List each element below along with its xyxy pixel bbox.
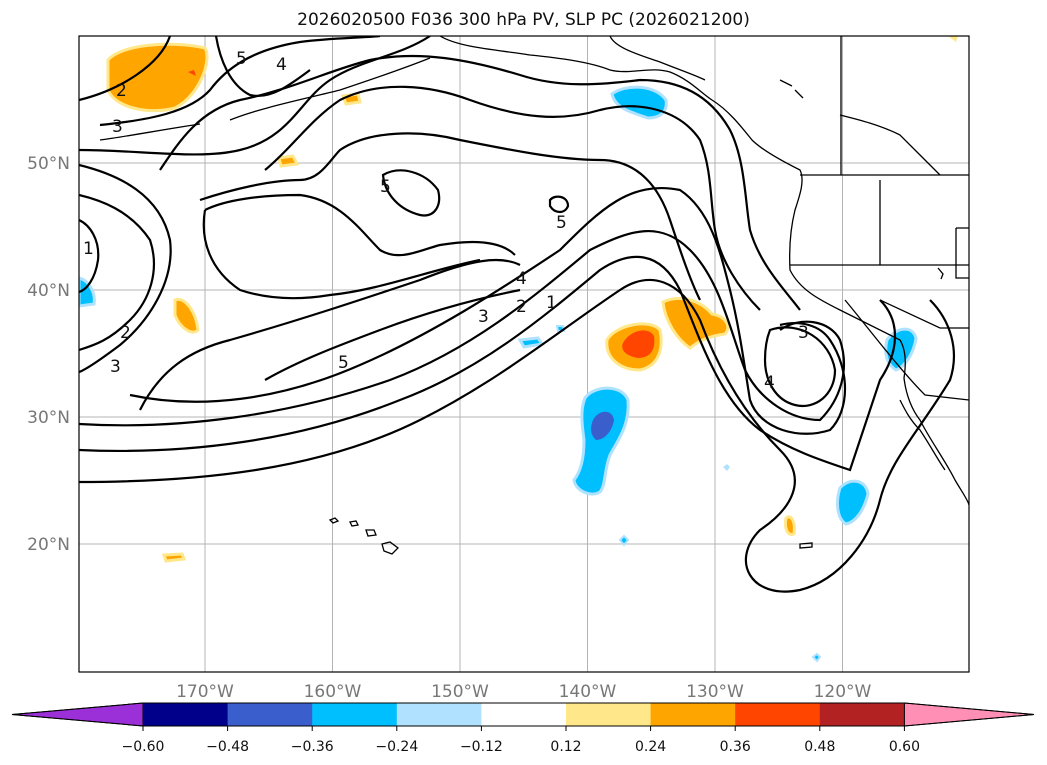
contour-label: 3 xyxy=(798,323,809,343)
lat-label: 20°N xyxy=(27,535,70,555)
colorbar-tick-label: −0.24 xyxy=(375,739,418,755)
lon-label: 150°W xyxy=(431,682,489,702)
lon-label: 130°W xyxy=(686,682,744,702)
colorbar-segment xyxy=(396,703,482,726)
slp-contour xyxy=(79,163,172,374)
pv-positive-region xyxy=(784,515,796,536)
colorbar-tick-label: 0.48 xyxy=(804,739,835,755)
lon-label: 170°W xyxy=(176,682,234,702)
contour-label: 5 xyxy=(236,49,247,69)
lat-label: 40°N xyxy=(27,281,70,301)
contour-label: 4 xyxy=(764,373,775,393)
colorbar-tick-label: 0.60 xyxy=(889,739,920,755)
slp-contour xyxy=(763,326,837,408)
pv-negative-region xyxy=(79,276,96,308)
slp-contour xyxy=(79,278,955,593)
colorbar-segment xyxy=(566,703,652,726)
slp-contour xyxy=(79,36,172,102)
lon-label: 120°W xyxy=(814,682,872,702)
contour-label: 3 xyxy=(112,117,123,137)
slp-contour xyxy=(548,195,570,214)
pv-positive-region xyxy=(277,154,300,168)
pv-negative-region xyxy=(517,336,545,349)
lon-label: 160°W xyxy=(304,682,362,702)
colorbar-tick-label: −0.36 xyxy=(291,739,334,755)
colorbar-segment xyxy=(143,703,229,726)
pv-positive-region xyxy=(948,36,958,42)
colorbar: −0.60 −0.48 −0.36 −0.24 −0.12 0.12 0.24 0.36 0.4… xyxy=(11,702,1035,755)
longitude-labels: 170°W 160°W 150°W 140°W 130°W 120°W xyxy=(176,682,871,702)
contour-label: 2 xyxy=(120,323,131,343)
pv-shading xyxy=(79,36,958,663)
contour-label: 4 xyxy=(516,269,527,289)
colorbar-extend-low xyxy=(11,702,144,727)
colorbar-segment xyxy=(735,703,821,726)
colorbar-extend-high xyxy=(903,702,1035,727)
islands xyxy=(328,79,944,555)
slp-contour xyxy=(204,193,516,257)
contour-label: 3 xyxy=(478,307,489,327)
colorbar-tick-label: −0.48 xyxy=(206,739,249,755)
contour-label: 2 xyxy=(516,297,527,317)
slp-contour xyxy=(79,255,897,472)
pv-negative-region xyxy=(572,386,630,496)
slp-contour xyxy=(129,187,846,435)
map-area xyxy=(79,36,969,672)
contour-label: 1 xyxy=(83,239,94,259)
coastlines xyxy=(99,36,969,506)
pv-negative-region xyxy=(723,464,730,471)
colorbar-tick-label: 0.24 xyxy=(635,739,666,755)
colorbar-segment xyxy=(312,703,398,726)
slp-contour xyxy=(79,193,155,352)
slp-contour xyxy=(159,54,801,311)
colorbar-segment xyxy=(481,703,567,726)
colorbar-segment xyxy=(650,703,736,726)
lon-label: 140°W xyxy=(559,682,617,702)
contour-label: 5 xyxy=(338,353,349,373)
slp-contour xyxy=(199,132,701,301)
lat-label: 30°N xyxy=(27,408,70,428)
contour-label: 2 xyxy=(116,81,127,101)
slp-contour xyxy=(264,288,521,381)
slp-contour xyxy=(381,169,441,217)
contour-label: 5 xyxy=(380,177,391,197)
slp-contour xyxy=(99,36,381,127)
pv-positive-region xyxy=(173,297,200,334)
pv-negative-region xyxy=(836,479,870,526)
colorbar-segment xyxy=(227,703,313,726)
pv-negative-region xyxy=(811,652,822,663)
pv-negative-region xyxy=(618,534,630,547)
contour-label: 4 xyxy=(276,55,287,75)
lat-label: 50°N xyxy=(27,154,70,174)
slp-contour xyxy=(264,85,761,311)
slp-contours xyxy=(79,36,955,593)
contour-label: 5 xyxy=(556,213,567,233)
map-frame xyxy=(78,35,970,673)
colorbar-segment xyxy=(819,703,905,726)
pv-positive-region xyxy=(106,42,209,113)
contour-label: 1 xyxy=(546,293,557,313)
pv-positive-region xyxy=(661,297,730,350)
pv-positive-region xyxy=(161,552,187,563)
colorbar-tick-label: −0.60 xyxy=(122,739,165,755)
colorbar-tick-label: 0.12 xyxy=(550,739,581,755)
colorbar-tick-label: −0.12 xyxy=(460,739,503,755)
slp-contour xyxy=(139,258,521,411)
map-title: 2026020500 F036 300 hPa PV, SLP PC (2026… xyxy=(297,10,750,30)
slp-contour xyxy=(79,229,845,427)
slp-contour-labels: 5 4 2 3 1 2 3 5 5 4 3 2 1 5 3 4 xyxy=(83,49,809,393)
slp-contour xyxy=(214,36,311,98)
slp-contour xyxy=(79,218,100,294)
contour-label: 3 xyxy=(110,357,121,377)
slp-contour xyxy=(202,209,481,300)
colorbar-tick-label: 0.36 xyxy=(720,739,751,755)
latitude-labels: 50°N 40°N 30°N 20°N xyxy=(27,154,70,555)
